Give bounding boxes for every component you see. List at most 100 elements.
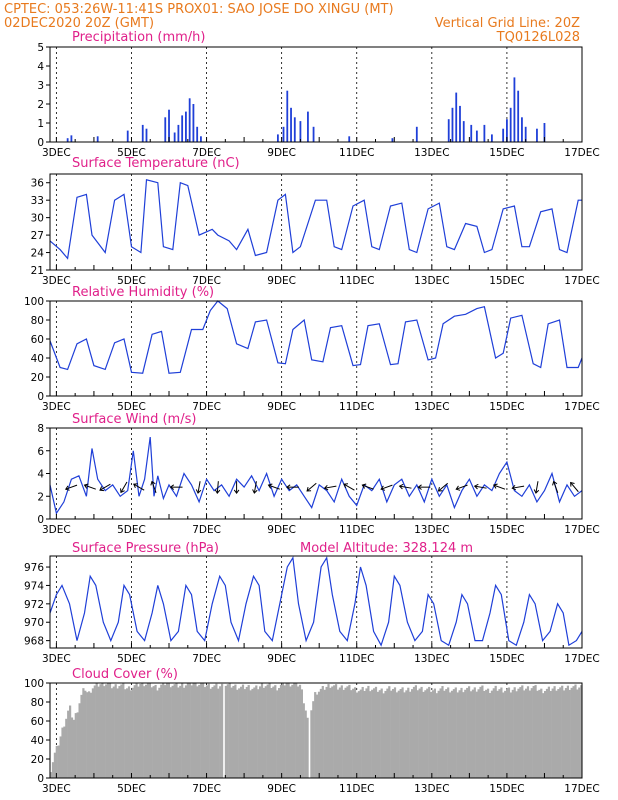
wind-arrow-shaft — [512, 485, 525, 489]
cloud-bar — [183, 687, 186, 778]
wind-arrow — [83, 483, 96, 490]
wind-arrow — [437, 482, 449, 492]
y-tick-label: 976 — [24, 562, 44, 574]
cloud-bar — [249, 690, 252, 778]
cloud-bar — [422, 691, 425, 778]
precip-bar — [70, 135, 73, 142]
cloud-bar — [143, 686, 146, 778]
wind-arrow-head — [150, 480, 156, 486]
pressure-panel: Surface Pressure (hPa) Model Altitude: 3… — [24, 541, 600, 665]
wind-panel: Surface Wind (m/s) 0 2 4 6 8 3DEC 5DEC 7DEC 9DEC… — [37, 412, 599, 536]
wind-arrow-shaft — [133, 483, 145, 491]
cloud-bar — [219, 686, 222, 778]
cloud-bar — [317, 691, 321, 778]
x-tick-label: 15DEC — [489, 401, 524, 413]
x-tick-label: 5DEC — [117, 147, 146, 159]
cloud-bar — [521, 685, 524, 778]
cloud-bar — [162, 683, 165, 778]
cloud-bar — [386, 688, 389, 778]
cloud-bar — [255, 685, 258, 778]
cloud-bar — [240, 686, 243, 778]
cloud-bar — [515, 691, 518, 778]
cloud-bar — [63, 726, 66, 778]
cloud-bar — [300, 689, 303, 778]
y-tick-label: 20 — [31, 372, 44, 384]
cloud-bar — [224, 685, 227, 778]
wind-arrow — [120, 481, 128, 494]
wind-arrow-shaft — [343, 483, 355, 491]
cloud-bar — [80, 694, 83, 778]
wind-arrow-shaft — [120, 481, 128, 493]
wind-arrow-head — [398, 483, 404, 490]
y-tick-label: 4 — [37, 469, 44, 481]
cloud-bar — [226, 684, 229, 778]
cloud-bar — [390, 690, 393, 778]
cloud-bar — [198, 684, 201, 778]
precipitation-title: Precipitation (mm/h) — [72, 30, 205, 45]
cloud-bar — [492, 688, 495, 778]
cloud-bar — [279, 684, 283, 778]
x-tick-label: 17DEC — [564, 653, 599, 665]
precip-bar — [509, 107, 512, 142]
cloud-bar — [549, 690, 552, 778]
cloud-bar — [481, 685, 484, 778]
cloud-bar — [576, 689, 579, 778]
cloud-bar — [563, 690, 566, 778]
cloud-bar — [120, 684, 123, 778]
cloud-bar — [352, 688, 355, 778]
precip-bar — [168, 109, 170, 142]
plot-frame — [49, 300, 583, 397]
x-tick-label: 11DEC — [339, 275, 374, 287]
cloud-bar — [374, 686, 378, 778]
y-tick-label: 0 — [37, 137, 44, 149]
cloud-bar — [97, 686, 100, 778]
cloud-bar — [70, 717, 74, 778]
cloud-bar — [122, 683, 125, 778]
precip-bar — [282, 126, 285, 142]
temperature-title: Surface Temperature (nC) — [72, 156, 240, 171]
wind-arrow-head — [195, 489, 202, 494]
cloud-bar — [103, 686, 106, 778]
wind-arrow — [64, 484, 78, 491]
cloud-bar — [416, 690, 419, 778]
wind-arrow — [195, 481, 202, 494]
cloud-bar — [196, 686, 199, 778]
y-tick-label: 60 — [31, 334, 44, 346]
wind-arrow-head — [473, 483, 479, 490]
wind-arrow-head — [286, 484, 291, 490]
cloud-bar — [297, 686, 300, 778]
cloud-bar — [310, 710, 313, 778]
precip-bar — [391, 138, 394, 142]
wind-arrow-head — [417, 484, 422, 490]
cloud-bar — [179, 685, 182, 778]
wind-arrow — [252, 481, 258, 494]
cloud-bar — [312, 701, 315, 778]
wind-title: Surface Wind (m/s) — [72, 412, 196, 427]
precip-bar — [286, 90, 289, 142]
cloud-bar — [262, 687, 265, 778]
pressure-title: Surface Pressure (hPa) — [72, 541, 219, 556]
humidity-panel: Relative Humidity (%) 0 20 40 60 80 100 3DEC 5D… — [24, 285, 600, 413]
cloud-bar — [245, 686, 248, 778]
cloud-bar — [382, 693, 385, 778]
cloud-bar — [485, 689, 488, 778]
precip-bar — [447, 119, 450, 142]
cloud-bar — [488, 693, 492, 778]
cloud-bar — [160, 684, 163, 778]
header-location: CPTEC: 053:26W-11:41S PROX01: SAO JOSE D… — [4, 2, 394, 17]
x-tick-label: 11DEC — [339, 401, 374, 413]
cloud-bar — [506, 689, 509, 778]
wind-arrow-head — [437, 487, 443, 492]
cloud-bar — [264, 686, 267, 778]
cloud-bar — [431, 690, 435, 778]
x-tick-label: 11DEC — [339, 653, 374, 665]
cloud-bar — [399, 689, 402, 778]
x-tick-label: 15DEC — [489, 524, 524, 536]
cloud-bar — [72, 719, 75, 778]
x-tick-label: 15DEC — [489, 783, 524, 795]
cloud-bar — [483, 690, 486, 778]
cloud-bar — [384, 690, 387, 778]
cloud-bar — [164, 685, 167, 778]
precip-bar — [173, 132, 176, 142]
y-tick-label: 60 — [31, 716, 44, 728]
